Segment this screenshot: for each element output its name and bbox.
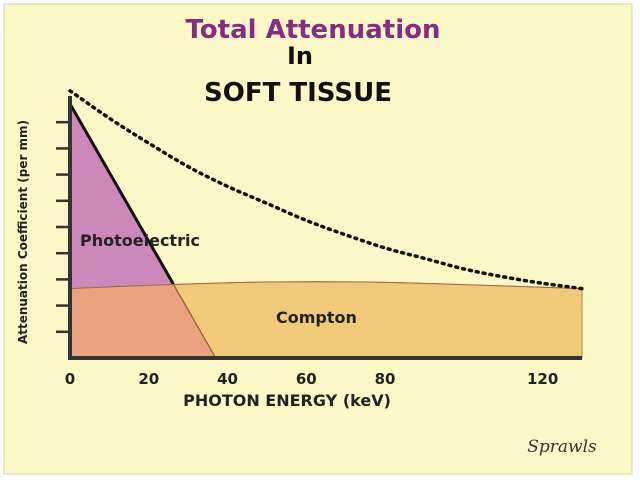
x-tick-label-3: 60 [296, 370, 317, 388]
chart-subtitle: SOFT TISSUE [204, 78, 392, 108]
x-tick-labels: 0 20 40 60 80 120 [65, 370, 558, 388]
x-axis-title: PHOTON ENERGY (keV) [183, 391, 391, 410]
x-tick-label-5: 120 [527, 370, 558, 388]
chart-title-line2: In [287, 42, 313, 70]
photoelectric-edge-line [68, 103, 175, 286]
total-attenuation-line [68, 89, 584, 291]
signature: Sprawls [527, 437, 597, 457]
photoelectric-label: Photoelectric [80, 231, 200, 250]
y-ticks [56, 120, 70, 334]
y-axis-title: Attenuation Coefficient (per mm) [16, 120, 30, 344]
x-tick-label-1: 20 [138, 370, 159, 388]
x-tick-label-2: 40 [217, 370, 238, 388]
photoelectric-edge-lower [173, 284, 217, 359]
plot-regions [68, 89, 584, 359]
chart-title: Total Attenuation [186, 15, 441, 45]
compton-top-line [69, 281, 583, 290]
x-tick-label-4: 80 [375, 370, 396, 388]
x-tick-label-0: 0 [65, 370, 75, 388]
compton-label: Compton [276, 308, 357, 327]
axes: 0 20 40 60 80 120 [56, 96, 582, 388]
